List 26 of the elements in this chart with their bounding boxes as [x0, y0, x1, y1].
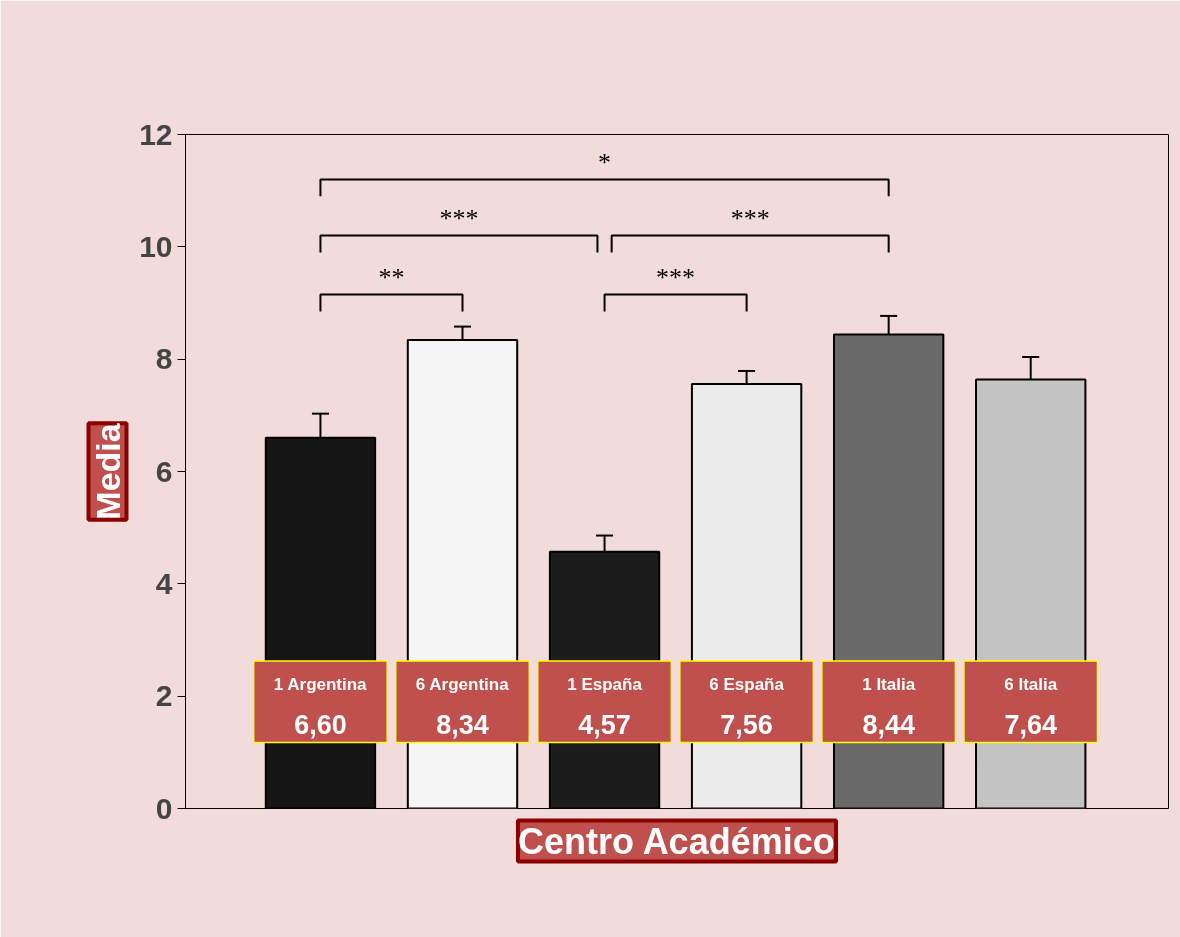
- y-tick-label: 10: [139, 229, 173, 263]
- x-tick-label: 6 España: [709, 675, 785, 695]
- x-tick-label: 1 Argentina: [273, 675, 368, 695]
- data-label: 7,56: [720, 709, 773, 740]
- data-label: 6,60: [294, 709, 347, 740]
- y-tick-label: 4: [155, 566, 173, 600]
- y-tick-label: 8: [155, 342, 173, 376]
- annotation: ***: [439, 203, 479, 233]
- data-label: 4,57: [578, 709, 631, 740]
- annotation: **: [378, 262, 405, 292]
- annotation: ***: [730, 203, 770, 233]
- y-axis-title: Media: [88, 422, 127, 520]
- y-tick-label: 2: [155, 679, 173, 713]
- annotation: *: [598, 147, 612, 177]
- x-axis-title: Centro Académico: [517, 820, 835, 862]
- x-tick-label: 6 Italia: [1004, 675, 1058, 695]
- data-label: 7,64: [1004, 709, 1057, 740]
- x-tick-label: 1 Italia: [862, 675, 916, 695]
- y-tick-label: 0: [155, 791, 173, 825]
- y-tick-label: 12: [139, 117, 173, 151]
- data-label: 8,34: [436, 709, 489, 740]
- annotation: ***: [656, 262, 696, 292]
- x-tick-label: 1 España: [567, 675, 643, 695]
- x-tick-label: 6 Argentina: [415, 675, 510, 695]
- y-tick-label: 6: [155, 454, 173, 488]
- data-label: 8,44: [862, 709, 915, 740]
